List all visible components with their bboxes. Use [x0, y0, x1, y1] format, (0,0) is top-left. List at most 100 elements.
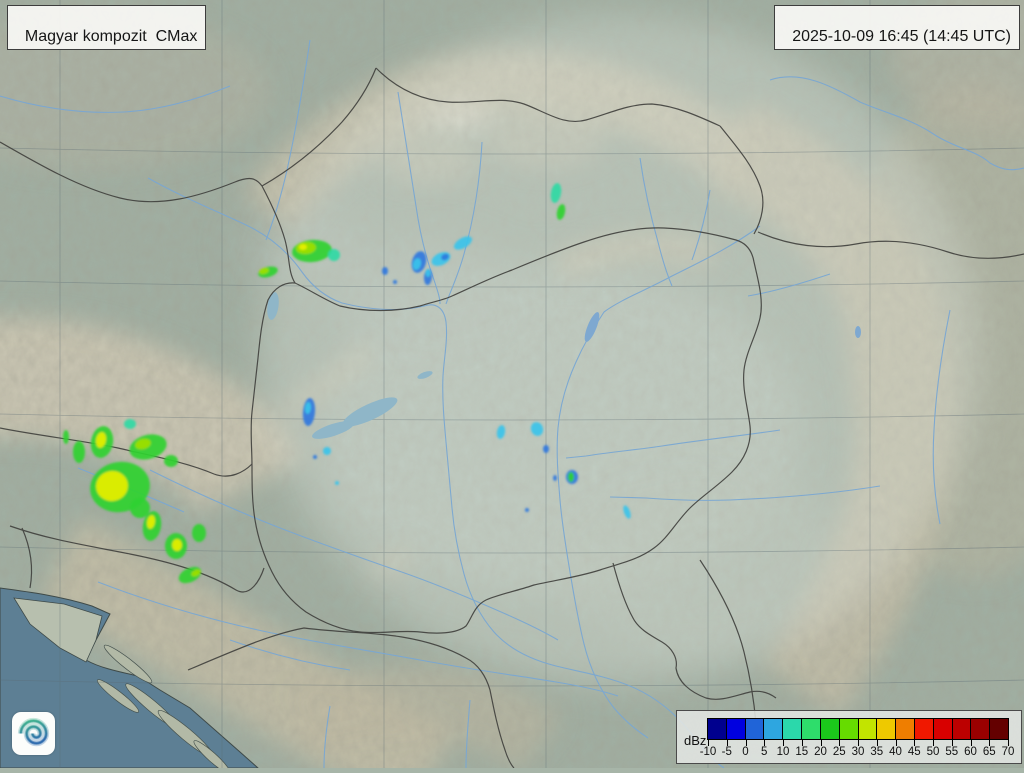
border-czech-slovakia: [261, 67, 377, 187]
legend-tick-mark: [895, 740, 897, 746]
river-morava: [265, 39, 311, 241]
radar-coverage-area: [260, 15, 980, 685]
legend-color-cell: [914, 719, 934, 739]
river-una: [323, 705, 331, 769]
legend-colorbar: [707, 718, 1009, 740]
legend-tick-label: 60: [964, 746, 977, 758]
legend-tick-mark: [933, 740, 934, 746]
legend-tick-mark: [764, 740, 766, 746]
product-label-box: Magyar kompozit CMax: [7, 5, 207, 50]
border-italy-slovenia: [21, 527, 33, 589]
country-borders: [0, 67, 1024, 769]
legend-tick-label: 20: [814, 746, 827, 758]
legend-tick-label: 15: [795, 746, 809, 758]
rivers: [0, 39, 1024, 769]
radar-echo: [124, 419, 136, 429]
lakes: [267, 292, 861, 439]
radar-echo: [412, 258, 422, 270]
legend-tick-mark: [951, 740, 953, 746]
hungaromet-spiral-icon: [17, 717, 50, 747]
legend-color-cell: [726, 719, 746, 739]
radar-echo: [556, 204, 566, 220]
legend-tick-label: 0: [742, 746, 749, 758]
radar-echo: [623, 505, 631, 519]
radar-echo: [393, 280, 397, 284]
radar-echo: [172, 539, 182, 551]
radar-echo: [335, 481, 339, 485]
dbz-legend: dBz -10 -5 0 5 10 15 20 25 30 35 40 45 50 55 60 65 70: [676, 710, 1022, 764]
timestamp-label: 2025-10-09 16:45 (14:45 UTC): [792, 28, 1011, 45]
legend-tick-mark: [726, 740, 728, 746]
legend-tick-mark: [839, 740, 841, 746]
legend-tick-mark: [801, 740, 803, 746]
radar-echo: [313, 455, 317, 459]
river-olt: [932, 309, 951, 525]
radar-echo: [530, 422, 544, 436]
river-hernad: [639, 157, 673, 287]
radar-echo-layer: [63, 183, 631, 584]
legend-color-cell: [952, 719, 972, 739]
river-thaya: [0, 85, 231, 113]
border-slovenia-croatia: [9, 525, 265, 593]
legend-tick-mark: [820, 740, 822, 746]
legend-tick-mark: [783, 740, 784, 746]
radar-echo: [304, 402, 312, 414]
legend-tick-label: 35: [870, 746, 884, 758]
timestamp-box: 2025-10-09 16:45 (14:45 UTC): [774, 5, 1020, 50]
border-ukraine-romania: [757, 231, 1024, 259]
radar-echo: [441, 253, 449, 261]
legend-tick-label: 45: [907, 746, 921, 758]
radar-echo: [63, 430, 69, 444]
river-bosna: [465, 699, 471, 769]
river-kupa: [229, 639, 351, 671]
radar-echo: [568, 472, 574, 482]
radar-echo: [192, 524, 206, 542]
legend-tick-mark: [1008, 740, 1009, 746]
legend-color-cell: [783, 719, 803, 739]
radar-echo: [496, 425, 506, 439]
radar-echo: [259, 267, 269, 275]
border-poland-slovakia: [375, 67, 721, 127]
product-label: Magyar kompozit CMax: [24, 28, 198, 45]
legend-tick-label: -10: [699, 746, 717, 758]
border-czech-austria: [0, 141, 263, 203]
river-hron: [445, 141, 483, 305]
legend-color-cell: [858, 719, 878, 739]
legend-tick-label: 25: [832, 746, 846, 758]
legend-color-cell: [896, 719, 915, 739]
river-sava: [97, 581, 619, 697]
radar-echo: [425, 269, 431, 277]
istria-peninsula: [13, 597, 103, 663]
radar-echo: [164, 455, 178, 467]
radar-echo: [550, 183, 562, 203]
radar-echo: [146, 515, 156, 529]
river-vah: [397, 91, 441, 305]
border-serbia-romania: [699, 559, 757, 725]
legend-tick-mark: [858, 740, 859, 746]
lake-neusiedl: [267, 292, 279, 320]
islands: [96, 644, 231, 773]
radar-echo: [73, 441, 85, 463]
river-bodrog: [691, 189, 711, 261]
radar-echo: [130, 498, 150, 518]
radar-echo: [191, 569, 201, 577]
radar-echo: [543, 445, 549, 453]
radar-echo: [95, 432, 107, 448]
legend-color-cell: [877, 719, 897, 739]
lake-small-east: [855, 326, 861, 338]
legend-tick-label: 30: [851, 746, 865, 758]
border-hungary: [250, 227, 762, 634]
lake-balaton: [311, 397, 398, 439]
legend-color-cell: [745, 719, 765, 739]
river-szamos: [747, 273, 831, 297]
legend-tick-mark: [745, 740, 747, 746]
border-austria-slovakia: [261, 185, 296, 284]
legend-tick-mark: [970, 740, 972, 746]
border-croatia-serbia: [612, 562, 777, 700]
legend-color-cell: [764, 719, 784, 739]
legend-color-cell: [802, 719, 821, 739]
legend-tick-label: 5: [761, 746, 768, 758]
lake-velence: [417, 371, 433, 379]
